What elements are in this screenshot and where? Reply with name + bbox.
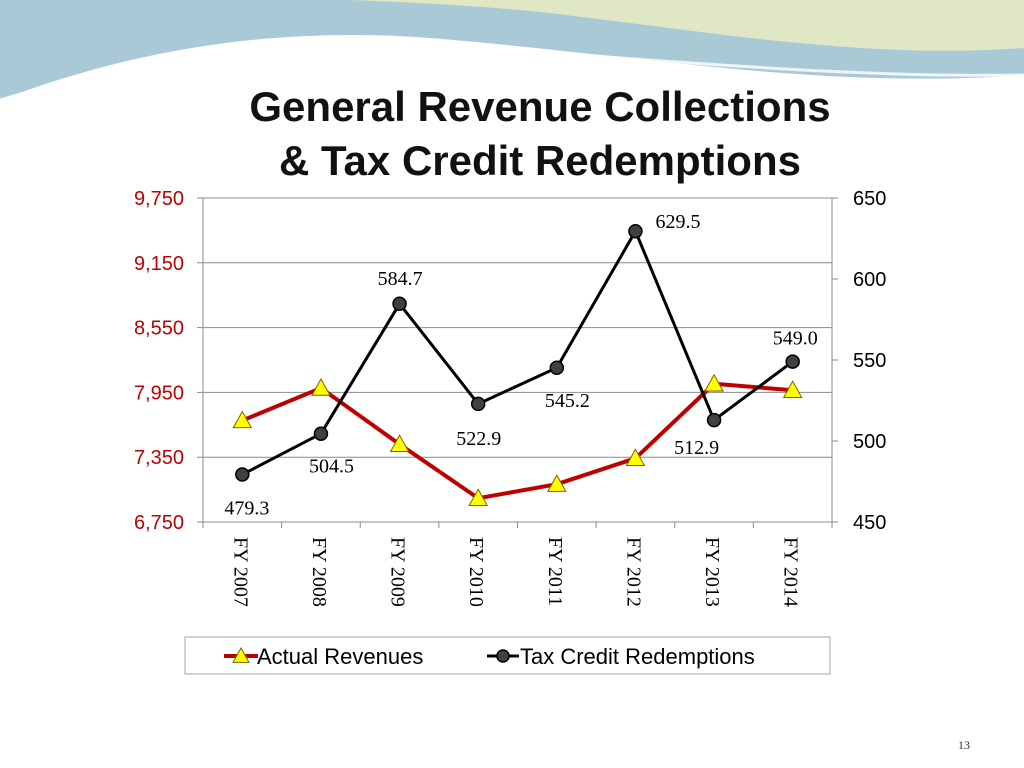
data-label: 629.5 xyxy=(655,211,700,233)
right-axis-tick-label: 450 xyxy=(853,512,886,534)
series-line-2 xyxy=(241,229,794,476)
header-swoosh-green xyxy=(350,0,1024,51)
series-marker-1 xyxy=(625,448,646,466)
data-label: 549.0 xyxy=(773,328,818,350)
x-axis-category-label: FY 2014 xyxy=(780,537,802,607)
series-marker-1 xyxy=(782,380,803,398)
data-label: 584.7 xyxy=(378,268,423,290)
x-axis-category-label: FY 2011 xyxy=(544,537,566,606)
left-axis-tick-label: 9,750 xyxy=(134,188,184,210)
data-label: 522.9 xyxy=(456,428,501,450)
x-axis-category-label: FY 2009 xyxy=(387,537,409,607)
chart-title-line-1: General Revenue Collections xyxy=(249,83,831,130)
legend-marker-actual-revenues xyxy=(232,646,250,663)
series-marker-2 xyxy=(549,360,565,376)
series-marker-1 xyxy=(546,474,567,492)
right-axis-tick-label: 500 xyxy=(853,431,886,453)
x-axis-category-label: FY 2013 xyxy=(701,537,723,607)
series-marker-2 xyxy=(628,223,643,239)
grid xyxy=(203,197,832,458)
legend: Actual Revenues Tax Credit Redemptions xyxy=(184,636,831,675)
data-label: 504.5 xyxy=(309,456,354,478)
left-axis-tick-label: 9,150 xyxy=(134,253,184,275)
series-marker-2 xyxy=(235,467,250,482)
data-label: 545.2 xyxy=(545,390,590,412)
left-axis-tick-label: 7,950 xyxy=(134,382,184,404)
series-marker-1 xyxy=(389,434,410,452)
series-layer xyxy=(232,223,803,506)
series-marker-1 xyxy=(468,488,489,506)
x-axis-category-label: FY 2007 xyxy=(229,537,251,607)
series-line-1 xyxy=(241,381,793,501)
series-marker-2 xyxy=(470,396,486,412)
series-marker-1 xyxy=(311,378,331,396)
axes: 9,750 9,150 8,550 7,950 7,350 6,750 650 600 550 5… xyxy=(134,188,886,607)
right-axis-tick-label: 650 xyxy=(853,188,886,210)
series-marker-2 xyxy=(706,412,722,428)
x-axis-category-label: FY 2008 xyxy=(308,537,330,607)
x-axis-category-label: FY 2010 xyxy=(465,537,487,607)
data-labels: 479.3 504.5 584.7 522.9 545.2 629.5 512.9 549.0 xyxy=(224,211,817,519)
legend-marker-tax-credit xyxy=(496,649,510,663)
left-axis-tick-label: 8,550 xyxy=(134,318,184,340)
data-label: 479.3 xyxy=(224,498,269,520)
series-marker-2 xyxy=(313,426,329,441)
series-marker-1 xyxy=(232,410,253,429)
x-axis-category-label: FY 2012 xyxy=(622,537,644,607)
series-marker-2 xyxy=(785,354,800,369)
data-label: 512.9 xyxy=(674,437,719,459)
page-number: 13 xyxy=(958,738,970,752)
left-axis-tick-label: 6,750 xyxy=(134,512,184,534)
series-marker-2 xyxy=(392,296,407,312)
header-swoosh-highlight xyxy=(0,44,1024,102)
legend-label-tax-credit: Tax Credit Redemptions xyxy=(520,644,755,669)
legend-label-actual-revenues: Actual Revenues xyxy=(257,644,423,669)
series-marker-1 xyxy=(704,373,724,392)
chart-title-line-2: & Tax Credit Redemptions xyxy=(279,137,801,184)
right-axis-tick-label: 600 xyxy=(853,269,886,291)
chart-title: General Revenue Collections & Tax Credit… xyxy=(200,80,880,188)
left-axis-tick-label: 7,350 xyxy=(134,447,184,469)
right-axis-tick-label: 550 xyxy=(853,350,886,372)
